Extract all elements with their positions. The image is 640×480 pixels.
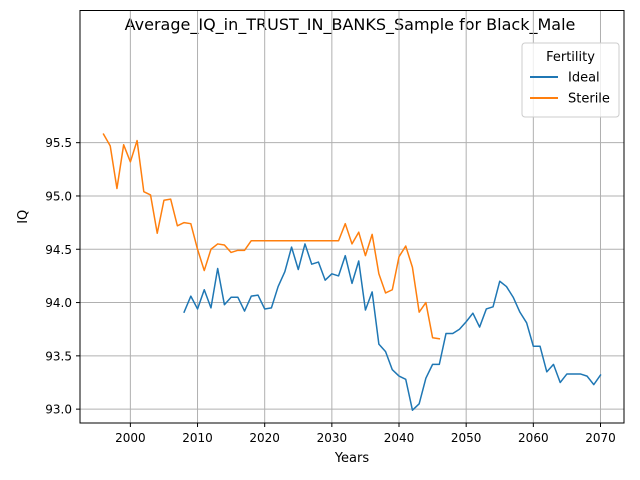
legend-label-ideal: Ideal [568, 71, 600, 86]
y-tick-label: 93.5 [45, 349, 72, 363]
y-axis: 93.0 93.5 94.0 94.5 95.0 95.5 [45, 136, 80, 417]
y-tick-label: 94.5 [45, 243, 72, 257]
series-line-sterile [102, 133, 441, 340]
series-layer [102, 133, 602, 411]
x-tick-label: 2070 [585, 431, 616, 445]
x-tick-label: 2050 [451, 431, 482, 445]
plot-area-frame [79, 10, 625, 424]
x-tick-label: 2020 [249, 431, 280, 445]
legend: Fertility Ideal Sterile [521, 42, 620, 118]
x-tick-label: 2060 [518, 431, 549, 445]
x-tick-label: 2030 [317, 431, 348, 445]
y-tick-label: 93.0 [45, 403, 72, 417]
chart-title: Average_IQ_in_TRUST_IN_BANKS_Sample for … [125, 15, 576, 35]
y-tick-label: 95.5 [45, 136, 72, 150]
series-line-ideal [183, 243, 602, 411]
legend-label-sterile: Sterile [568, 92, 610, 107]
x-axis: 2000 2010 2020 2030 2040 2050 2060 2070 [115, 423, 616, 445]
x-tick-label: 2010 [182, 431, 213, 445]
y-axis-label: IQ [16, 210, 31, 224]
legend-title: Fertility [546, 50, 595, 65]
y-tick-label: 95.0 [45, 189, 72, 203]
x-axis-label: Years [334, 451, 370, 466]
y-tick-label: 94.0 [45, 296, 72, 310]
x-tick-label: 2040 [384, 431, 415, 445]
x-tick-label: 2000 [115, 431, 146, 445]
